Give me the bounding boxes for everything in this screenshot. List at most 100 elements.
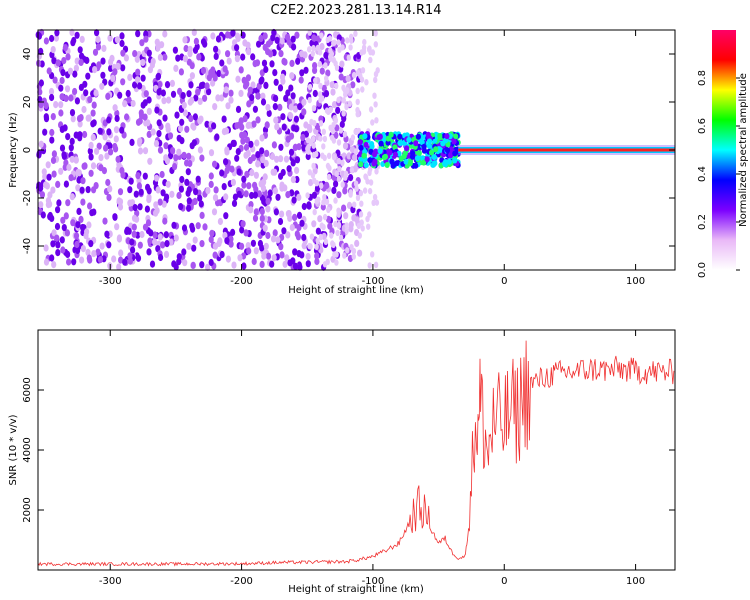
spectrogram-cell [334,64,340,72]
spectrogram-cell [60,69,66,77]
spectrogram-cell [292,248,298,256]
spectrogram-cell [110,74,116,82]
spectrogram-cell [127,199,133,207]
spectrogram-cell [117,203,124,211]
spectrogram-cell [146,107,152,115]
x-tick-label: -200 [230,576,253,587]
spectrogram-cell [437,133,443,139]
spectrogram-cell [165,125,171,133]
spectrogram-cell [311,34,317,42]
spectrogram-cell [414,155,421,162]
spectrogram-cell [311,162,316,170]
spectrogram-cell [247,156,253,165]
spectrogram-cell [142,172,148,180]
spectrogram-cell [179,118,185,126]
spectrogram-cell [331,40,336,47]
spectrogram-cell [213,52,219,61]
x-tick-label: -300 [99,576,122,587]
spectrogram-cell [99,242,105,250]
spectrogram-cell [68,94,74,102]
spectrogram-cell [75,184,81,192]
spectrogram-cell [309,118,314,126]
spectrogram-cell [210,32,216,40]
spectrogram-cell [93,182,99,190]
spectrogram-cell [246,182,252,190]
spectrogram-cell [91,101,97,109]
spectrogram-cell [341,84,346,92]
spectrogram-cell [225,102,231,110]
spectrogram-cell [322,154,327,162]
spectrogram-cell [144,205,150,213]
spectrogram-cell [307,169,312,176]
spectrogram-cell [173,234,179,242]
spectrogram-cell [137,147,144,155]
spectrogram-cell [307,242,312,250]
spectrogram-cell [142,223,149,231]
colorbar-tick-label: 0.4 [697,166,708,182]
spectrogram-cell [63,94,69,102]
spectrogram-cell [374,117,379,124]
spectrogram-cell [348,174,354,182]
spectrogram-cell [58,84,64,92]
spectrogram-cell [59,125,65,133]
spectrogram-cell [344,103,349,111]
colorbar-tick-label: 0.0 [697,262,708,278]
spectrogram-cell [94,29,100,37]
spectrogram-cell [163,142,169,150]
spectrogram-cell [119,126,125,134]
spectrogram-cell [145,119,151,127]
spectrogram-cell [162,30,168,38]
spectrogram-cell [166,96,172,104]
spectrogram-cell [231,199,238,207]
spectrogram-cell [137,137,143,145]
spectrogram-cell [307,126,313,134]
spectrogram-cell [46,173,52,181]
spectrogram-cell [54,234,60,242]
spectrogram-cell [82,130,88,139]
spectrogram-cell [311,142,316,149]
spectrogram-cell [328,47,333,54]
spectrogram-cell [285,89,291,97]
spectrogram-cell [49,214,55,222]
spectrogram-cell [200,66,207,75]
spectrogram-cell [219,169,225,177]
spectrogram-cell [372,92,377,99]
spectrogram-cell [77,46,83,54]
spectrogram-cell [49,93,55,102]
spectrogram-cell [46,67,52,75]
spectrogram-cell [310,50,315,57]
spectrogram-cell [378,140,384,147]
spectrogram-cell [154,174,160,182]
spectrogram-cell [152,231,158,239]
spectrogram-cell [170,90,177,98]
spectrogram-cell [130,99,136,108]
spectrogram-cell [92,66,98,74]
spectrogram-cell [346,201,353,209]
spectrogram-cell [155,186,161,194]
spectrogram-cell [319,42,325,51]
spectrogram-cell [240,220,246,228]
spectrogram-cell [120,78,126,86]
spectrogram-cell [279,210,285,218]
spectrogram-cell [136,182,142,190]
spectrogram-cell [331,101,338,109]
spectrogram-cell [208,180,214,188]
spectrogram-cell [322,213,328,221]
spectrogram-cell [178,68,184,76]
spectrogram-cell [87,96,93,104]
spectrogram-cell [140,58,146,67]
spectrogram-cell [253,171,259,179]
spectrogram-cell [336,191,342,199]
spectrogram-cell [115,62,121,70]
spectrogram-cell [317,49,323,56]
spectrogram-cell [213,186,219,194]
spectrogram-cell [221,183,227,191]
spectrogram-cell [65,250,71,258]
spectrogram-cell [146,130,152,138]
spectrogram-cell [131,214,138,222]
spectrogram-cell [371,151,378,158]
spectrogram-cell [262,173,268,181]
spectrogram-cell [289,59,295,67]
spectrogram-cell [63,212,69,220]
